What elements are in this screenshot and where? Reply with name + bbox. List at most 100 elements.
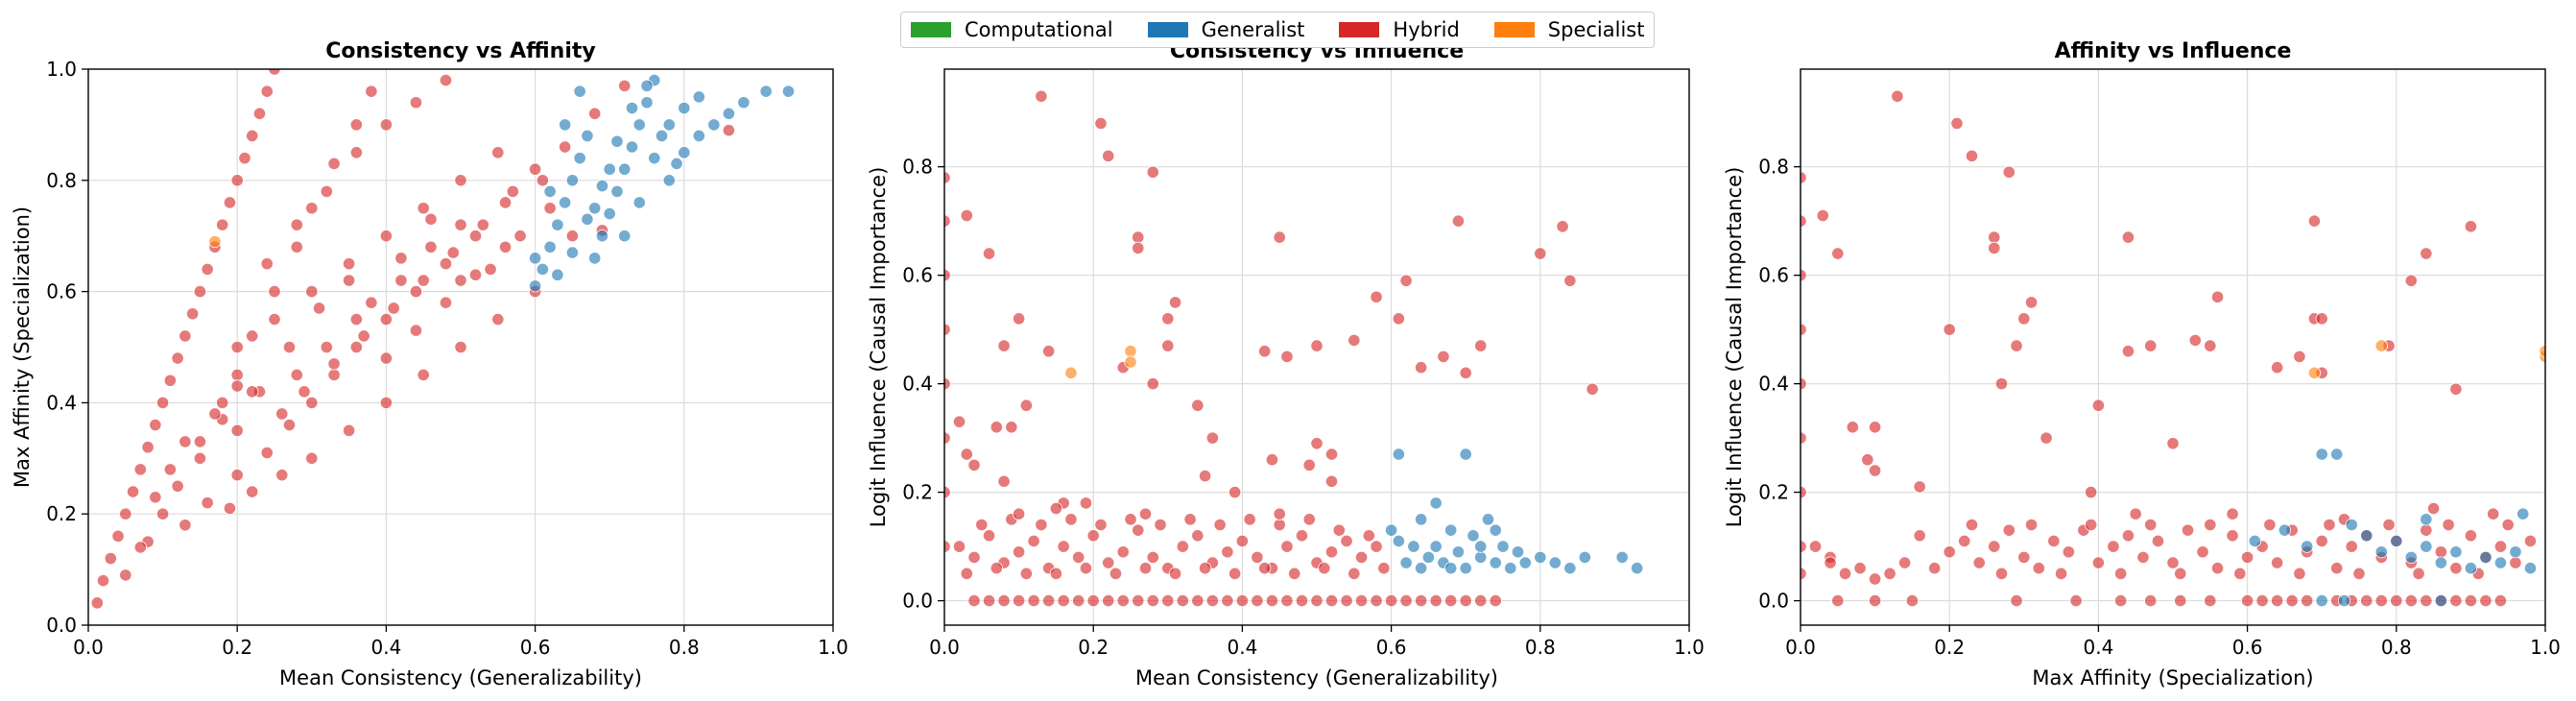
data-point-hybrid — [506, 184, 519, 198]
data-point-hybrid — [171, 479, 184, 493]
data-point-hybrid — [1102, 593, 1115, 608]
data-point-hybrid — [216, 396, 229, 409]
data-point-hybrid — [960, 208, 973, 223]
data-point-hybrid — [2330, 562, 2344, 575]
data-point-hybrid — [133, 463, 147, 476]
data-point-hybrid — [2174, 567, 2187, 580]
data-point-hybrid — [1183, 513, 1197, 526]
data-point-hybrid — [282, 418, 297, 432]
data-point-generalist — [536, 262, 549, 277]
data-point-generalist — [1615, 550, 1629, 564]
y-axis-label: Max Affinity (Specialization) — [11, 206, 34, 488]
data-point-hybrid — [1146, 550, 1159, 564]
data-point-generalist — [670, 157, 683, 171]
data-point-hybrid — [1563, 274, 1577, 287]
data-point-hybrid — [1102, 556, 1115, 569]
data-point-hybrid — [394, 252, 408, 265]
data-point-hybrid — [528, 162, 542, 176]
data-point-hybrid — [1451, 214, 1466, 228]
data-point-hybrid — [1109, 567, 1123, 580]
legend-swatch-specialist — [1493, 22, 1535, 37]
data-point-hybrid — [1988, 540, 2001, 553]
data-point-hybrid — [1295, 529, 1309, 543]
data-point-generalist — [573, 85, 586, 98]
data-point-hybrid — [997, 593, 1011, 608]
y-tick-label: 0.0 — [902, 590, 933, 613]
data-point-hybrid — [2114, 593, 2128, 608]
data-point-hybrid — [2301, 593, 2314, 608]
data-point-hybrid — [1132, 523, 1145, 537]
data-point-hybrid — [2420, 523, 2433, 537]
x-tick-label: 0.8 — [2381, 636, 2412, 659]
data-point-hybrid — [2002, 165, 2015, 179]
data-point-hybrid — [588, 107, 602, 120]
data-point-hybrid — [349, 146, 363, 159]
data-point-hybrid — [1013, 593, 1026, 608]
data-point-hybrid — [342, 257, 356, 271]
data-point-hybrid — [2345, 540, 2358, 553]
data-point-hybrid — [2114, 567, 2128, 580]
data-point-hybrid — [2523, 534, 2538, 548]
data-point-generalist — [678, 101, 691, 115]
data-point-generalist — [559, 118, 572, 132]
data-point-hybrid — [1824, 556, 1837, 569]
data-point-hybrid — [944, 431, 951, 445]
data-point-hybrid — [2204, 518, 2217, 532]
data-point-hybrid — [2204, 339, 2217, 352]
data-point-hybrid — [1280, 540, 1294, 553]
data-point-generalist — [2390, 534, 2403, 548]
data-point-generalist — [1474, 550, 1488, 564]
data-point-hybrid — [268, 312, 281, 326]
data-point-generalist — [2404, 550, 2418, 564]
legend: Computational Generalist Hybrid Speciali… — [900, 12, 1656, 48]
data-point-generalist — [2523, 562, 2538, 575]
data-point-hybrid — [424, 240, 438, 254]
data-point-hybrid — [1168, 567, 1182, 580]
data-point-hybrid — [1965, 518, 1979, 532]
data-point-hybrid — [2293, 350, 2306, 363]
data-point-hybrid — [1042, 593, 1056, 608]
data-point-hybrid — [1265, 453, 1279, 467]
data-point-hybrid — [2210, 562, 2225, 575]
data-point-hybrid — [1295, 593, 1309, 608]
data-point-specialist — [2307, 366, 2322, 379]
y-tick-label: 0.0 — [1758, 590, 1789, 613]
data-point-hybrid — [1057, 540, 1070, 553]
data-point-hybrid — [1324, 447, 1339, 461]
data-point-hybrid — [349, 118, 363, 132]
data-point-hybrid — [1808, 540, 1823, 553]
data-point-hybrid — [982, 529, 996, 543]
data-point-hybrid — [1310, 437, 1324, 450]
data-point-generalist — [2509, 545, 2522, 559]
subplot-consistency-vs-influence: 0.0 0.2 0.4 0.6 0.8 1.00.00.20.40.60.8Consist… — [867, 39, 1705, 689]
data-point-hybrid — [1905, 593, 1920, 608]
data-point-hybrid — [163, 374, 177, 387]
data-point-hybrid — [320, 340, 333, 354]
data-point-generalist — [632, 118, 646, 132]
data-point-hybrid — [2493, 593, 2508, 608]
data-point-hybrid — [1348, 333, 1361, 348]
data-point-generalist — [1496, 540, 1510, 553]
data-point-generalist — [1444, 523, 1458, 537]
data-point-hybrid — [1288, 567, 1301, 580]
y-tick-label: 0.6 — [46, 280, 77, 303]
data-point-hybrid — [1392, 312, 1405, 326]
data-point-generalist — [759, 85, 773, 98]
data-point-hybrid — [1205, 593, 1219, 608]
data-point-hybrid — [260, 85, 274, 98]
series-hybrid — [90, 69, 735, 610]
data-point-hybrid — [2166, 556, 2180, 569]
data-point-hybrid — [2144, 593, 2158, 608]
data-point-generalist — [610, 134, 624, 148]
y-tick-label: 0.2 — [902, 481, 933, 504]
data-point-hybrid — [2024, 518, 2039, 532]
data-point-hybrid — [133, 541, 147, 554]
data-point-hybrid — [967, 550, 981, 564]
data-point-hybrid — [1846, 421, 1859, 434]
data-point-generalist — [1429, 496, 1443, 510]
data-point-hybrid — [149, 491, 162, 504]
data-point-hybrid — [171, 351, 184, 365]
data-point-hybrid — [1965, 149, 1979, 162]
data-point-hybrid — [1228, 486, 1242, 499]
data-point-generalist — [559, 196, 572, 209]
